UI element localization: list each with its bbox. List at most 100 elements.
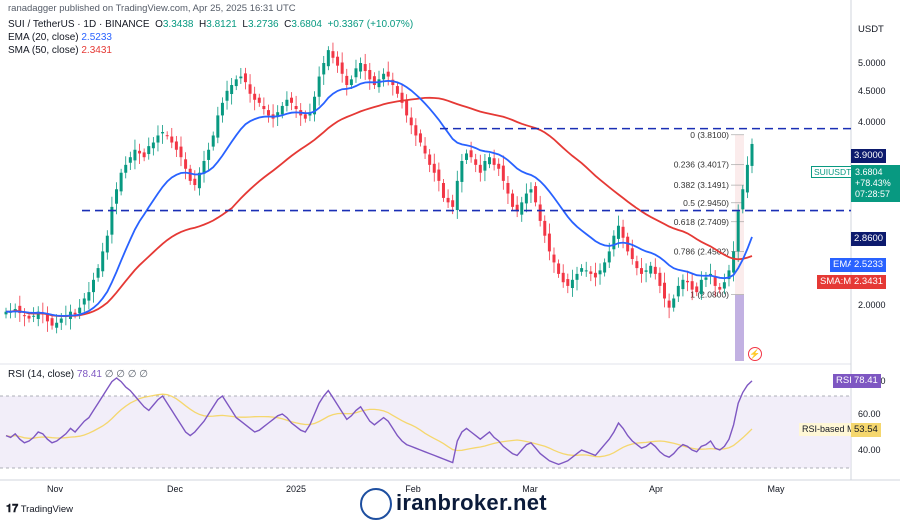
candle-body <box>211 135 215 147</box>
candles <box>4 42 754 334</box>
rsi-line <box>5 377 753 466</box>
candle-body <box>566 279 570 286</box>
candle-body <box>239 76 243 79</box>
candle-body <box>414 125 418 136</box>
last-price: 3.6804 <box>855 167 883 177</box>
candle-body <box>220 102 224 116</box>
candle-body <box>354 68 358 78</box>
candle-body <box>115 189 119 204</box>
ema-tag-label: EMA <box>830 258 857 272</box>
candle-body <box>368 69 372 80</box>
currency-label[interactable]: USDT <box>858 24 884 35</box>
candle-body <box>580 268 584 272</box>
candle-body <box>202 161 206 174</box>
moving-averages <box>6 79 753 318</box>
candle-body <box>589 271 593 274</box>
candle-body <box>234 79 238 87</box>
ema-legend-label: EMA (20, close) <box>8 32 79 43</box>
candle-body <box>303 114 307 119</box>
ohlc-h-label: H <box>199 19 207 30</box>
watermark-text: iranbroker.net <box>396 490 547 515</box>
candle-body <box>359 63 363 72</box>
candle-body <box>736 211 740 252</box>
symbol-line: SUI / TetherUS · 1D · BINANCE O3.3438 H3… <box>8 19 413 30</box>
candle-body <box>501 165 505 181</box>
ema-20-line <box>6 79 753 317</box>
fib-label: 0.786 (2.4502) <box>674 246 729 256</box>
sma-50-line <box>6 96 753 318</box>
candle-body <box>128 157 132 163</box>
candle-body <box>151 142 155 149</box>
candle-body <box>395 86 399 94</box>
lightning-icon[interactable]: ⚡ <box>748 347 762 361</box>
candle-body <box>653 266 657 274</box>
fib-label: 0.618 (2.7409) <box>674 217 729 227</box>
time-tick-label: May <box>767 484 785 494</box>
time-tick-label: 2025 <box>286 484 306 494</box>
candle-body <box>156 135 160 143</box>
candle-body <box>575 273 579 280</box>
candle-body <box>612 235 616 250</box>
sma-legend-label: SMA (50, close) <box>8 45 79 56</box>
candle-body <box>658 272 662 286</box>
ema-legend[interactable]: EMA (20, close) 2.5233 <box>8 32 112 43</box>
candle-body <box>207 149 211 160</box>
ohlc-open: 3.3438 <box>162 19 194 30</box>
candle-body <box>686 280 690 283</box>
candle-body <box>497 163 501 169</box>
candle-body <box>511 193 515 207</box>
last-price-tag: 3.6804 +78.43% 07:28:57 <box>851 165 900 202</box>
tv-logo-icon: 𝟏𝟕 <box>6 503 19 515</box>
rsi-tick-label: 60.00 <box>858 409 881 419</box>
candle-body <box>593 272 597 278</box>
candle-body <box>704 277 708 280</box>
candle-body <box>165 135 169 137</box>
candle-body <box>437 169 441 181</box>
candle-body <box>423 145 427 154</box>
candle-body <box>635 261 639 269</box>
candle-body <box>607 251 611 263</box>
ohlc-change: +0.3367 (+10.07%) <box>327 19 414 30</box>
ema-tag-value: 2.5233 <box>851 258 887 272</box>
fib-extension-zone <box>735 294 744 361</box>
candle-body <box>216 115 220 138</box>
candle-body <box>405 99 409 116</box>
candle-body <box>133 149 137 161</box>
candle-body <box>147 146 151 155</box>
candle-body <box>561 272 565 283</box>
candle-body <box>290 97 294 103</box>
candle-body <box>709 273 713 276</box>
price-tick-label: 4.5000 <box>858 86 886 96</box>
candle-body <box>727 270 731 280</box>
candle-body <box>197 172 201 189</box>
candle-body <box>248 84 252 94</box>
rsi-band <box>0 396 851 468</box>
price-tick-label: 5.0000 <box>858 58 886 68</box>
fib-label: 0.5 (2.9450) <box>683 198 729 208</box>
candle-body <box>639 268 643 274</box>
candle-body <box>27 315 31 319</box>
candle-body <box>515 204 519 212</box>
rsi-legend[interactable]: RSI (14, close) 78.41 ∅ ∅ ∅ ∅ <box>8 369 148 380</box>
candle-body <box>96 268 100 278</box>
tradingview-logo[interactable]: 𝟏𝟕 TradingView <box>6 503 73 516</box>
candle-body <box>18 305 22 314</box>
fib-label: 0 (3.8100) <box>690 130 729 140</box>
candle-body <box>663 282 667 299</box>
candle-body <box>432 163 436 173</box>
candle-body <box>257 97 261 103</box>
candle-body <box>340 62 344 74</box>
time-axis: Nov Dec 2025 Feb Mar Apr May <box>47 484 785 494</box>
ohlc-high: 3.8121 <box>206 19 237 30</box>
rsi-tick-label: 40.00 <box>858 445 881 455</box>
ohlc-close: 3.6804 <box>291 19 322 30</box>
candle-body <box>552 254 556 263</box>
sma-legend[interactable]: SMA (50, close) 2.3431 <box>8 45 112 56</box>
candle-body <box>478 164 482 173</box>
ohlc-low: 3.2736 <box>247 19 279 30</box>
time-tick-label: Nov <box>47 484 64 494</box>
ohlc-l-label: L <box>242 19 248 30</box>
candle-body <box>13 308 17 311</box>
candle-body <box>276 112 280 116</box>
